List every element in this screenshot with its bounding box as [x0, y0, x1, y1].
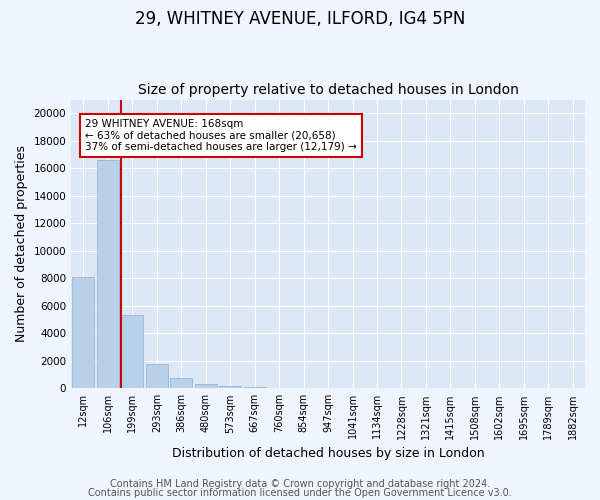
Text: Contains public sector information licensed under the Open Government Licence v3: Contains public sector information licen… [88, 488, 512, 498]
Y-axis label: Number of detached properties: Number of detached properties [15, 146, 28, 342]
Bar [73, 277, 94, 388]
Text: 29 WHITNEY AVENUE: 168sqm
← 63% of detached houses are smaller (20,658)
37% of s: 29 WHITNEY AVENUE: 168sqm ← 63% of detac… [85, 119, 357, 152]
X-axis label: Distribution of detached houses by size in London: Distribution of detached houses by size … [172, 447, 484, 460]
Bar [170, 378, 192, 388]
Text: 29, WHITNEY AVENUE, ILFORD, IG4 5PN: 29, WHITNEY AVENUE, ILFORD, IG4 5PN [135, 10, 465, 28]
Bar [97, 160, 119, 388]
Bar [219, 386, 241, 388]
Bar [121, 316, 143, 388]
Bar [146, 364, 168, 388]
Bar [195, 384, 217, 388]
Title: Size of property relative to detached houses in London: Size of property relative to detached ho… [137, 83, 518, 97]
Bar [244, 386, 266, 388]
Text: Contains HM Land Registry data © Crown copyright and database right 2024.: Contains HM Land Registry data © Crown c… [110, 479, 490, 489]
